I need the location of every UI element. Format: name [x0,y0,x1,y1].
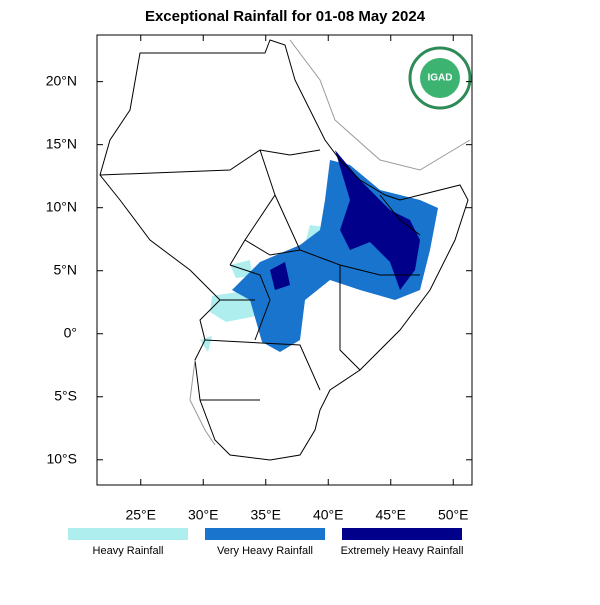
y-tick-label: 20°N [46,72,77,88]
logo-text: IGAD [428,73,453,84]
legend-label: Heavy Rainfall [93,545,164,557]
legend-swatch [205,528,325,540]
lake-outline [189,359,216,446]
logo-core [420,58,460,98]
country-border [99,149,421,401]
rainfall-layer [200,150,438,352]
legend-swatch [342,528,462,540]
x-tick-label: 50°E [438,507,469,523]
rainfall-area [270,150,420,290]
map-frame [96,34,473,486]
y-tick-label: 15°N [46,135,77,151]
legend-label: Extremely Heavy Rainfall [341,545,464,557]
rainfall-area [200,225,330,352]
logo: IGAD [408,46,472,110]
legend-swatch [68,528,188,540]
x-tick-label: 35°E [250,507,281,523]
x-tick-label: 45°E [375,507,406,523]
neighbor-coast [289,39,471,171]
y-tick-label: 0° [64,324,77,340]
x-tick-label: 40°E [313,507,344,523]
title: Exceptional Rainfall for 01-08 May 2024 [145,8,426,25]
y-tick-label: 5°N [54,261,78,277]
y-tick-label: 10°S [46,450,77,466]
map-lines [99,39,471,461]
y-tick-label: 10°N [46,198,77,214]
x-tick-label: 25°E [125,507,156,523]
region-outline [99,39,469,461]
y-tick-label: 5°S [54,387,77,403]
x-tick-label: 30°E [188,507,219,523]
legend-label: Very Heavy Rainfall [217,545,313,557]
